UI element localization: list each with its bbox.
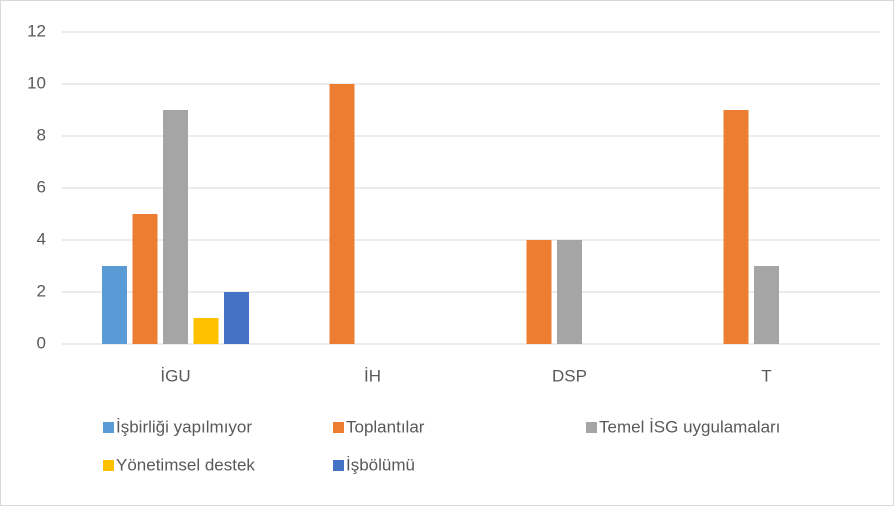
bar xyxy=(526,240,552,344)
y-tick-label: 12 xyxy=(27,21,46,40)
x-tick-label: İGU xyxy=(160,366,190,385)
legend-label: Yönetimsel destek xyxy=(116,455,255,474)
bar xyxy=(163,110,188,344)
bar xyxy=(193,318,219,344)
bar xyxy=(723,110,749,344)
legend-label: Temel İSG uygulamaları xyxy=(599,417,780,436)
y-tick-label: 0 xyxy=(37,333,46,352)
legend-label: İşbirliği yapılmıyor xyxy=(116,417,252,436)
y-tick-label: 10 xyxy=(27,73,46,92)
legend-swatch xyxy=(333,422,344,433)
bar xyxy=(557,240,582,344)
legend-swatch xyxy=(103,460,114,471)
bar xyxy=(329,84,355,344)
legend-label: Toplantılar xyxy=(346,417,425,436)
y-tick-label: 6 xyxy=(37,177,46,196)
bar xyxy=(102,266,127,344)
y-tick-label: 4 xyxy=(37,229,46,248)
bar xyxy=(754,266,779,344)
legend-swatch xyxy=(103,422,114,433)
bar xyxy=(224,292,249,344)
bar xyxy=(132,214,158,344)
x-tick-label: İH xyxy=(364,366,381,385)
y-tick-label: 2 xyxy=(37,281,46,300)
x-tick-label: T xyxy=(761,366,771,385)
legend-swatch xyxy=(586,422,597,433)
legend-label: İşbölümü xyxy=(346,455,415,474)
y-tick-label: 8 xyxy=(37,125,46,144)
x-tick-label: DSP xyxy=(552,366,587,385)
legend-swatch xyxy=(333,460,344,471)
